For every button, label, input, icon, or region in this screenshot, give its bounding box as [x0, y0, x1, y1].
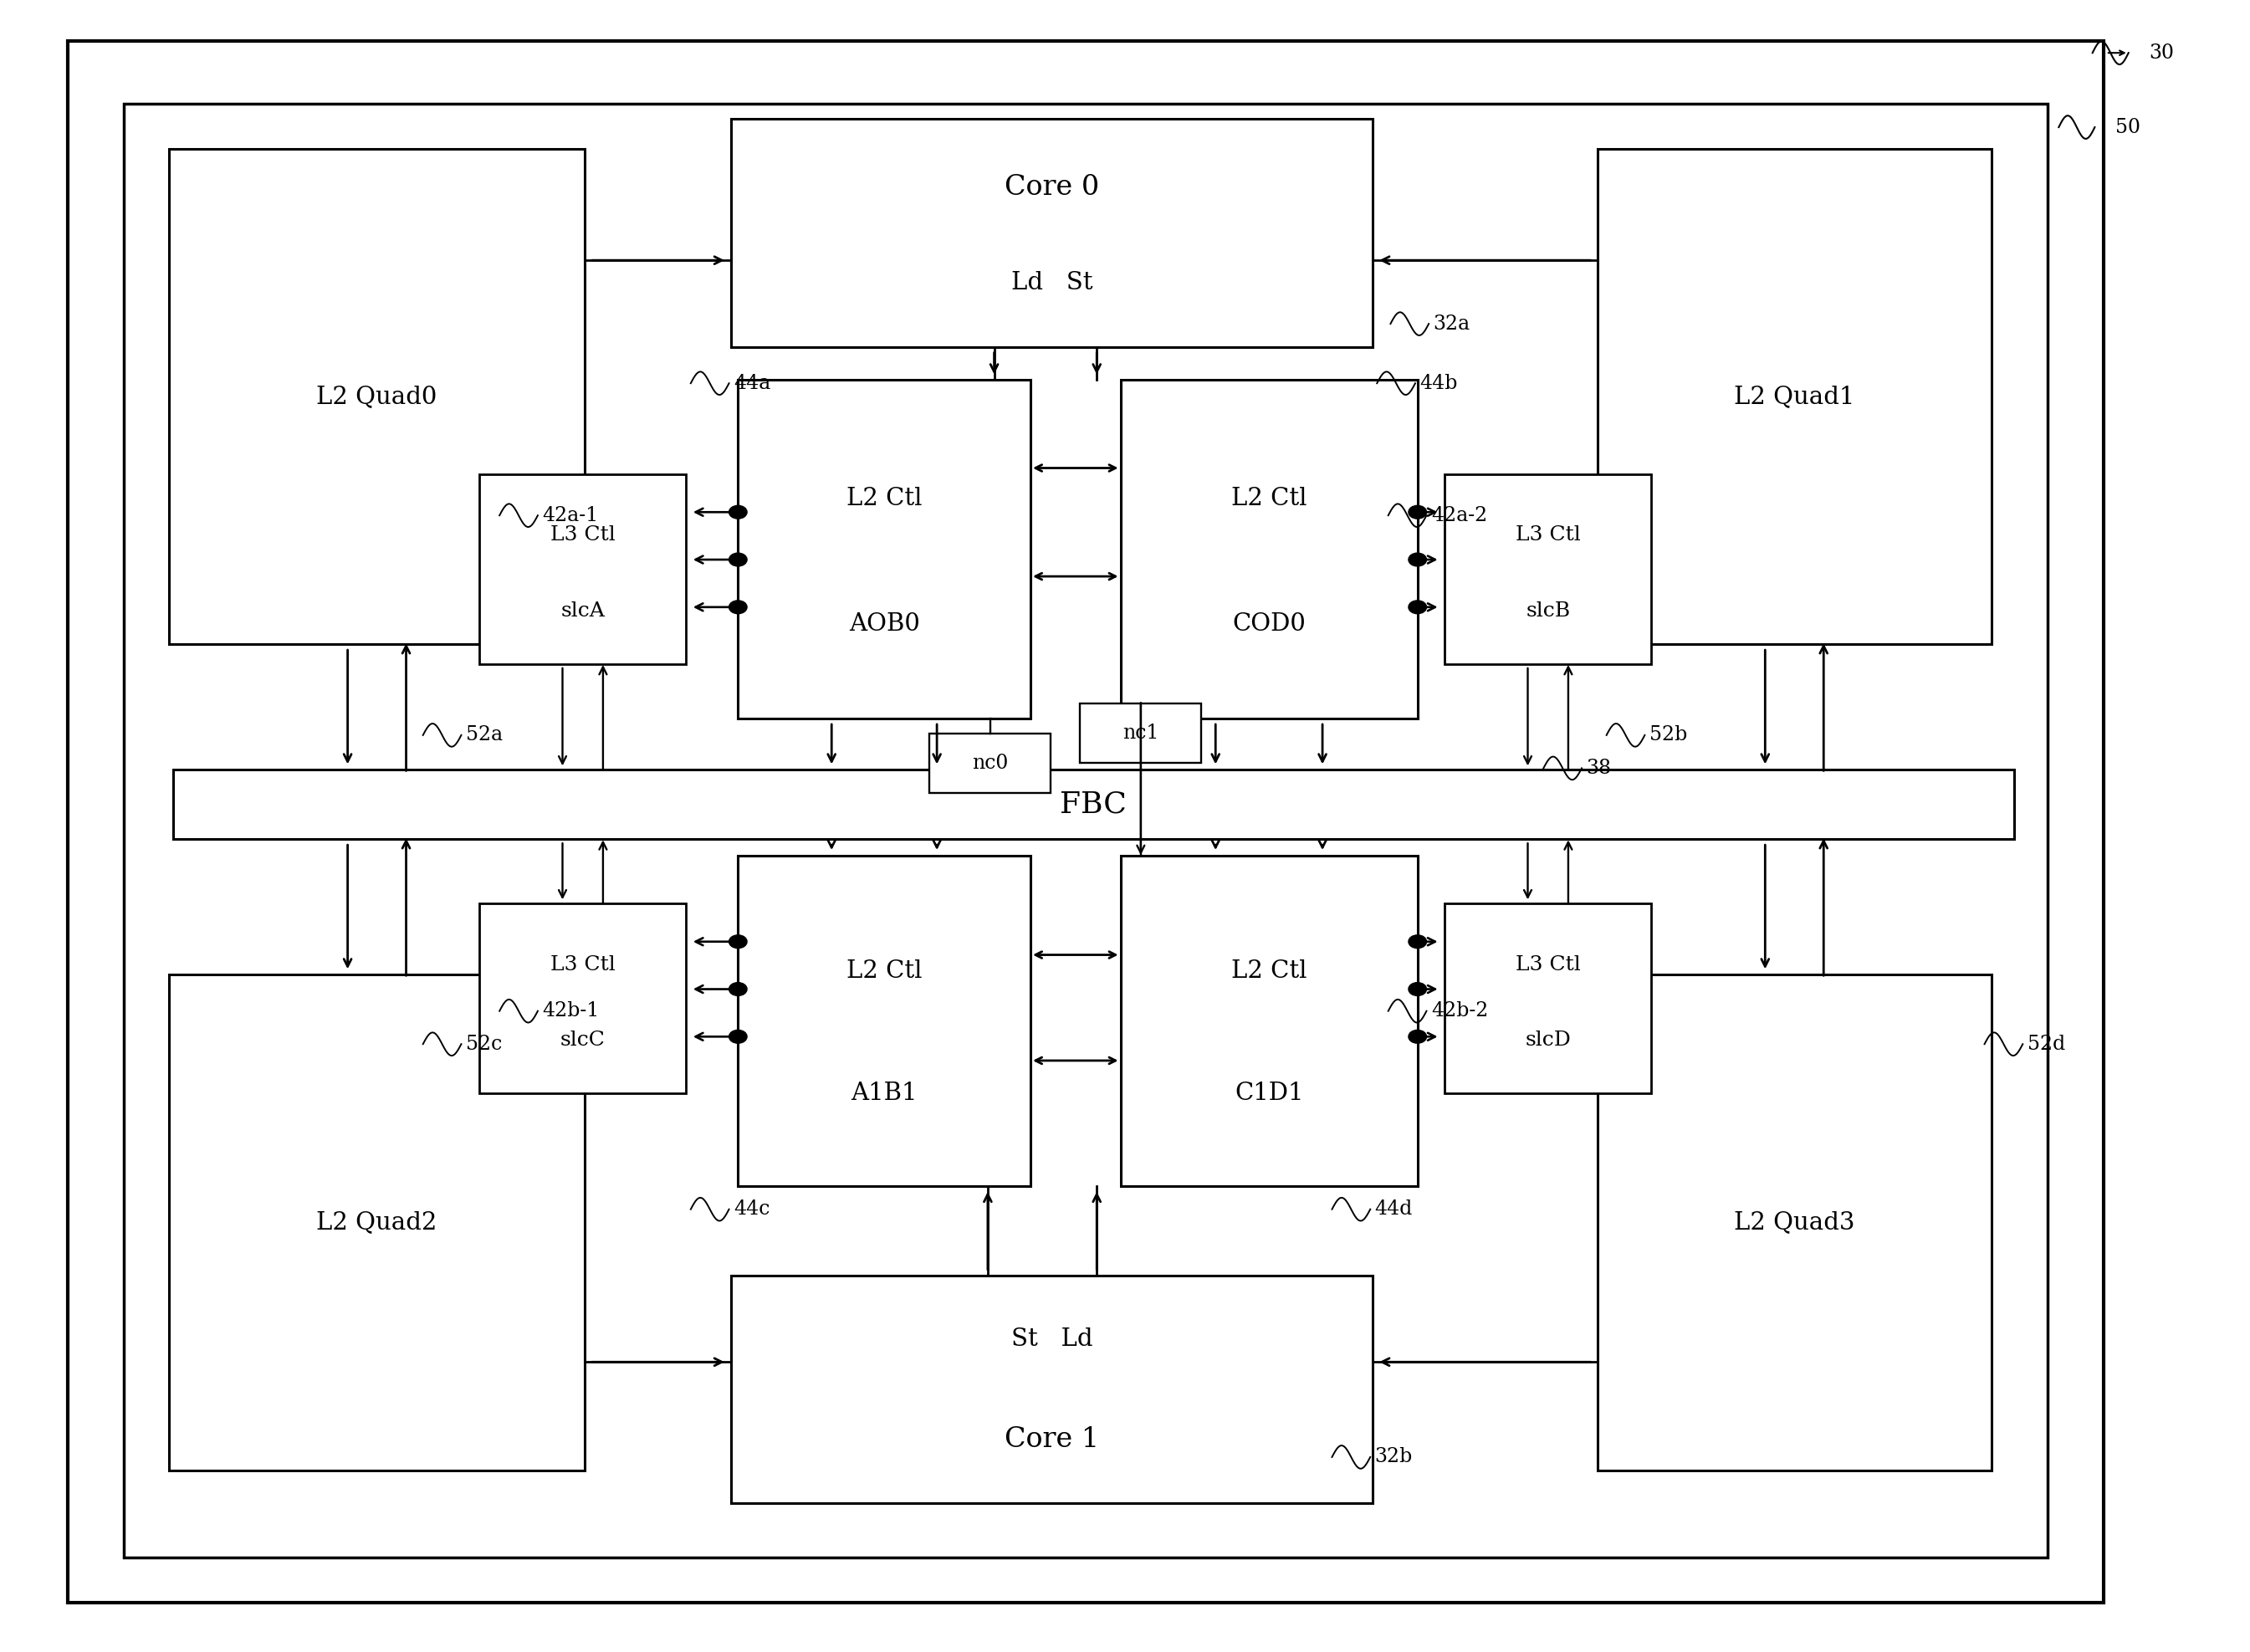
Text: L3 Ctl: L3 Ctl	[551, 525, 614, 545]
Bar	[738, 856, 1030, 1186]
Bar	[1444, 904, 1652, 1094]
Text: slcA: slcA	[560, 601, 605, 621]
Text: St   Ld: St Ld	[1010, 1328, 1094, 1351]
Text: L3 Ctl: L3 Ctl	[1517, 955, 1580, 975]
Text: 42a-2: 42a-2	[1431, 506, 1487, 525]
Circle shape	[729, 1031, 747, 1044]
Text: 52c: 52c	[466, 1034, 502, 1054]
Circle shape	[1408, 935, 1426, 948]
Bar	[173, 770, 2014, 839]
Text: COD0: COD0	[1233, 613, 1305, 636]
Text: slcC: slcC	[560, 1031, 605, 1051]
Text: 44c: 44c	[734, 1199, 770, 1219]
Bar	[1598, 975, 1991, 1470]
Circle shape	[729, 553, 747, 567]
Bar	[738, 380, 1030, 719]
Text: AOB0: AOB0	[848, 613, 920, 636]
Text: 44d: 44d	[1375, 1199, 1413, 1219]
Bar	[169, 149, 585, 644]
Text: L2 Ctl: L2 Ctl	[846, 960, 923, 983]
Bar	[1120, 380, 1418, 719]
Circle shape	[729, 983, 747, 996]
Text: 30: 30	[2149, 43, 2174, 63]
Text: L3 Ctl: L3 Ctl	[551, 955, 614, 975]
Circle shape	[1408, 1031, 1426, 1044]
Text: L2 Quad3: L2 Quad3	[1735, 1211, 1854, 1234]
Text: L2 Quad2: L2 Quad2	[317, 1211, 436, 1234]
Text: L2 Ctl: L2 Ctl	[846, 487, 923, 510]
Bar	[124, 104, 2047, 1558]
Bar	[1598, 149, 1991, 644]
Bar	[169, 975, 585, 1470]
Circle shape	[729, 600, 747, 615]
Text: 32a: 32a	[1433, 314, 1469, 334]
Text: L2 Quad0: L2 Quad0	[317, 385, 436, 408]
Text: 50: 50	[2115, 117, 2140, 137]
Bar	[479, 474, 686, 664]
Bar	[479, 904, 686, 1094]
Text: 42a-1: 42a-1	[542, 506, 598, 525]
Text: 52a: 52a	[466, 725, 502, 745]
Text: 52d: 52d	[2027, 1034, 2066, 1054]
Text: nc0: nc0	[972, 753, 1008, 773]
Text: Ld   St: Ld St	[1010, 271, 1094, 294]
Circle shape	[729, 506, 747, 519]
Text: slcB: slcB	[1526, 601, 1570, 621]
Text: L2 Ctl: L2 Ctl	[1231, 960, 1307, 983]
Text: FBC: FBC	[1060, 790, 1127, 819]
Text: 52b: 52b	[1649, 725, 1688, 745]
Text: 44b: 44b	[1420, 373, 1458, 393]
Text: L2 Ctl: L2 Ctl	[1231, 487, 1307, 510]
Bar	[1080, 704, 1202, 763]
Bar	[1444, 474, 1652, 664]
Text: nc1: nc1	[1123, 724, 1159, 743]
Bar	[929, 733, 1051, 793]
Text: L2 Quad1: L2 Quad1	[1735, 385, 1854, 408]
Text: Core 0: Core 0	[1004, 173, 1100, 202]
Bar	[1120, 856, 1418, 1186]
Circle shape	[1408, 506, 1426, 519]
Bar	[731, 1275, 1373, 1503]
Circle shape	[1408, 553, 1426, 567]
Text: L3 Ctl: L3 Ctl	[1517, 525, 1580, 545]
Text: C1D1: C1D1	[1235, 1082, 1303, 1105]
Text: 32b: 32b	[1375, 1447, 1413, 1467]
Circle shape	[1408, 600, 1426, 615]
Text: 42b-2: 42b-2	[1431, 1001, 1487, 1021]
Circle shape	[729, 935, 747, 948]
Text: Core 1: Core 1	[1004, 1426, 1100, 1452]
Text: 44a: 44a	[734, 373, 770, 393]
Text: A1B1: A1B1	[851, 1082, 918, 1105]
Text: slcD: slcD	[1526, 1031, 1570, 1051]
Circle shape	[1408, 983, 1426, 996]
Bar	[731, 119, 1373, 347]
Text: 38: 38	[1586, 758, 1611, 778]
Text: 42b-1: 42b-1	[542, 1001, 598, 1021]
